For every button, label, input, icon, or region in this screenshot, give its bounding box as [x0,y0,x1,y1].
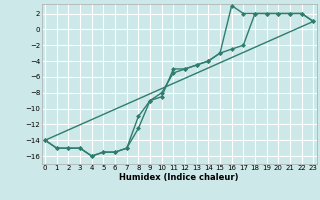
X-axis label: Humidex (Indice chaleur): Humidex (Indice chaleur) [119,173,239,182]
